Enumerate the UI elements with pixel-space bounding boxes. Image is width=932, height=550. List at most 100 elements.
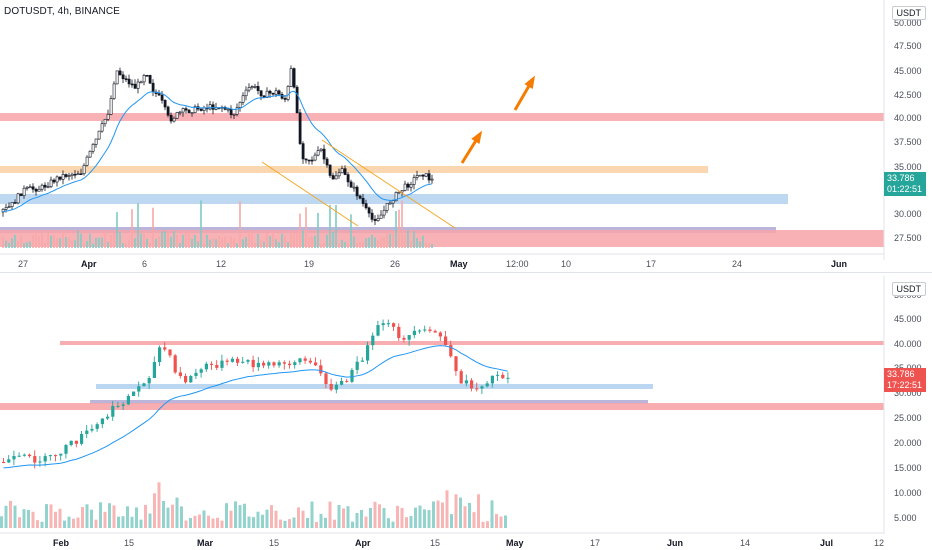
candle-body-bottom [100,418,104,425]
candle-body-bottom [95,424,99,429]
candle-body [49,179,53,187]
candle-body [424,173,428,177]
volume-bar-bottom [432,501,435,528]
volume-bar-bottom [166,507,170,528]
price-axis-label: 47.500 [894,41,922,51]
candle-body-bottom [303,358,307,361]
volume-bar [59,238,61,248]
volume-bar [257,233,259,248]
candle-body-bottom [142,383,146,387]
volume-bar [380,237,382,248]
volume-bar [56,237,58,248]
volume-bar-bottom [477,494,480,528]
volume-bar-bottom [243,503,246,528]
currency-badge-bottom[interactable]: USDT [891,282,926,296]
candle-body [397,191,401,194]
volume-bar [272,230,274,248]
volume-bar [149,242,151,248]
volume-bar [419,241,421,248]
volume-bar [236,243,238,248]
volume-bar [266,232,268,248]
candle-body [70,173,74,176]
candle-body [133,83,137,89]
candle-body-bottom [90,428,94,431]
volume-bar-bottom [54,511,57,528]
volume-bar-bottom [445,490,449,528]
volume-bar [347,243,349,248]
candle-body [412,177,416,185]
volume-bar [425,242,427,248]
volume-bar [62,230,64,248]
volume-bar [71,240,73,248]
volume-bar-bottom [306,518,309,528]
volume-bar-bottom [450,514,453,528]
pane-divider[interactable] [0,272,932,273]
volume-bar [185,233,187,248]
volume-bar-bottom [175,497,179,528]
volume-bar [137,203,139,248]
volume-bar [8,242,10,248]
candle-body [331,175,335,180]
volume-bar [2,237,4,248]
volume-bar-bottom [193,515,197,528]
volume-bar-bottom [238,505,242,528]
volume-bar [362,242,364,248]
time-axis-label-bottom: 15 [124,538,134,548]
volume-bar-bottom [283,520,287,528]
volume-bar [146,238,148,248]
candle-body-bottom [324,373,328,384]
candle-body [391,200,395,204]
last-price-tag: 33.786 01:22:51 [884,172,926,196]
candle-body [82,165,86,175]
candle-body [4,207,8,210]
candle-body-bottom [319,365,323,374]
candle-body-bottom [360,360,364,362]
bottom-price-chart[interactable]: 50.00045.00040.00035.00030.00025.00020.0… [0,276,932,550]
currency-badge[interactable]: USDT [891,6,926,20]
candle-body [328,164,332,176]
bottom-chart-pane[interactable]: 50.00045.00040.00035.00030.00025.00020.0… [0,276,932,550]
candle-body-bottom [470,380,474,389]
volume-bar [122,243,124,248]
candle-body [19,193,23,196]
volume-bar-bottom [198,514,201,528]
volume-bar [41,233,43,248]
volume-bar-bottom [229,510,233,528]
top-chart-pane[interactable]: 50.000 47.500 45.000 42.500 40.000 37.500 35.0… [0,0,932,270]
candle-body-bottom [194,372,198,377]
candle-body [259,90,263,97]
candle-body [28,186,32,189]
candle-body [403,183,407,191]
volume-bar-bottom [328,501,332,528]
candle-body-bottom [116,405,120,407]
candle-body [109,98,113,115]
price-axis-label: 37.500 [894,137,922,147]
candle-body-bottom [215,364,219,368]
volume-bar-bottom [270,505,273,528]
volume-bar-bottom [4,505,8,528]
volume-bar-bottom [382,507,386,528]
candle-body-bottom [277,362,281,366]
candle-body [10,202,14,207]
volume-bar-bottom [58,508,62,528]
candle-body [364,203,368,209]
volume-bar [32,234,34,248]
volume-bar [143,233,145,248]
candle-body-bottom [496,374,500,376]
candle-body [211,104,215,110]
volume-bar [212,238,214,248]
volume-bar [395,211,397,248]
volume-bar [35,230,37,248]
candle-body-bottom [256,362,260,368]
candle-body [163,100,167,108]
candle-body [334,175,338,180]
volume-bar-bottom [207,515,210,528]
candle-body [127,78,131,85]
volume-bar-bottom [144,504,147,528]
candle-body [79,173,83,176]
top-price-chart[interactable]: 50.000 47.500 45.000 42.500 40.000 37.500 35.0… [0,0,932,270]
candle-body [199,108,203,111]
volume-bar [98,237,100,248]
candle-body-bottom [43,456,47,462]
candle-body [346,174,350,183]
